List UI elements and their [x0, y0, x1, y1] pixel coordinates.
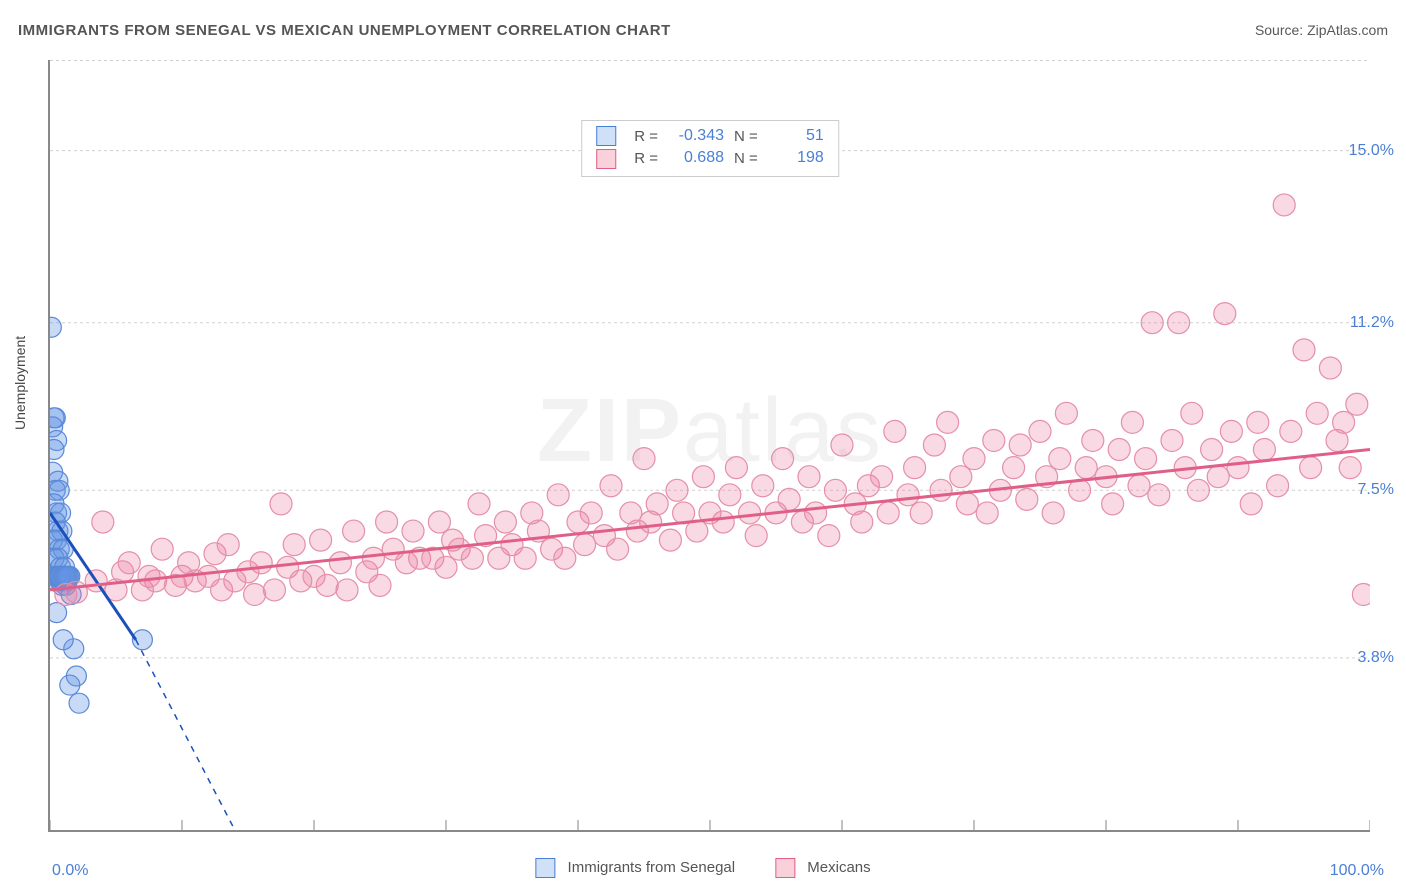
- y-tick-label: 11.2%: [1350, 314, 1394, 332]
- legend-swatch-senegal: [596, 126, 616, 146]
- chart-title: IMMIGRANTS FROM SENEGAL VS MEXICAN UNEMP…: [18, 22, 671, 39]
- y-tick-label: 7.5%: [1358, 481, 1394, 499]
- legend-item-mexicans: Mexicans: [775, 858, 871, 878]
- legend-item-senegal: Immigrants from Senegal: [535, 858, 735, 878]
- swatch-mexicans-icon: [775, 858, 795, 878]
- x-axis-max-label: 100.0%: [1330, 862, 1384, 880]
- chart-plot-area: ZIPatlas R = -0.343 N = 51 R = 0.688 N =…: [48, 60, 1370, 832]
- y-tick-label: 3.8%: [1358, 649, 1394, 667]
- series-mexicans: [55, 194, 1370, 606]
- x-axis-min-label: 0.0%: [52, 862, 88, 880]
- legend-row-0: R = -0.343 N = 51: [596, 125, 824, 147]
- legend-swatch-mexicans: [596, 149, 616, 169]
- source-label: Source: ZipAtlas.com: [1255, 22, 1388, 38]
- legend-panel: R = -0.343 N = 51 R = 0.688 N = 198: [581, 120, 839, 177]
- x-ticks: [50, 820, 1370, 830]
- legend-row-1: R = 0.688 N = 198: [596, 147, 824, 169]
- swatch-senegal-icon: [535, 858, 555, 878]
- y-tick-label: 15.0%: [1349, 142, 1394, 160]
- y-axis-label: Unemployment: [12, 336, 28, 430]
- bottom-legend: Immigrants from Senegal Mexicans: [535, 858, 870, 878]
